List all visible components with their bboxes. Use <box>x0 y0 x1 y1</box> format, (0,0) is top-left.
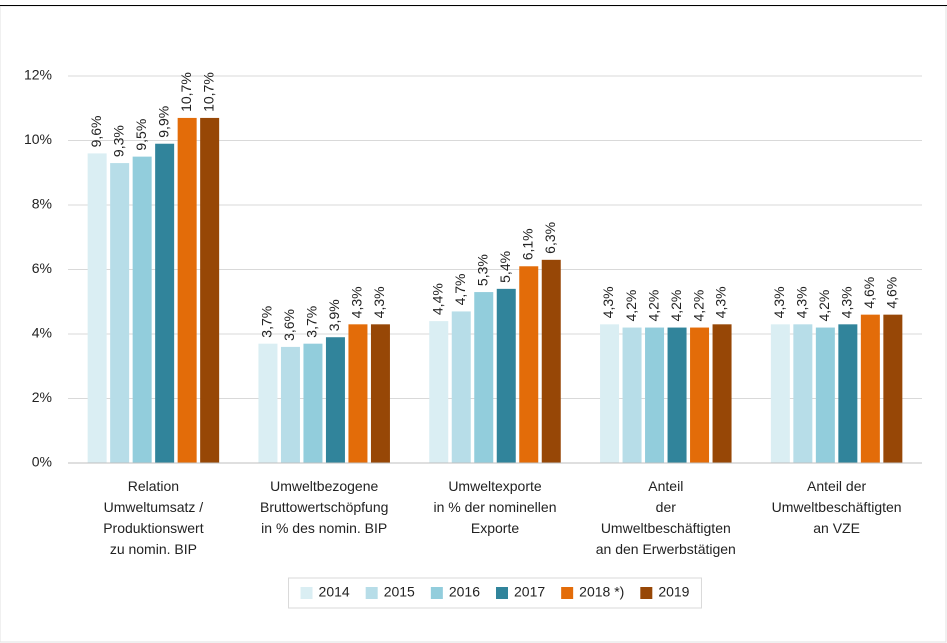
bar <box>87 153 107 463</box>
data-label: 3,6% <box>281 309 297 341</box>
data-label: 10,7% <box>200 72 216 112</box>
bar <box>348 324 368 463</box>
data-label: 4,3% <box>600 286 616 318</box>
data-label: 4,6% <box>884 277 900 309</box>
legend-label: 2014 <box>319 584 350 600</box>
legend-label: 2016 <box>449 584 480 600</box>
legend-label: 2015 <box>384 584 415 600</box>
bar <box>370 324 390 463</box>
data-label: 3,7% <box>259 306 275 338</box>
y-tick-label: 12% <box>24 67 52 83</box>
data-label: 4,3% <box>713 286 729 318</box>
data-label: 4,2% <box>623 290 639 322</box>
bar <box>474 292 494 463</box>
bar <box>600 324 620 463</box>
legend-label: 2018 *) <box>579 584 624 600</box>
bar <box>667 327 687 463</box>
x-tick-label: Anteil der Umweltbeschäftigten an VZE <box>772 478 902 536</box>
bar <box>838 324 858 463</box>
bar <box>496 288 516 463</box>
y-tick-label: 4% <box>32 325 52 341</box>
bar <box>177 117 197 464</box>
bar <box>200 117 220 464</box>
bar <box>883 314 903 463</box>
y-tick-label: 8% <box>32 196 52 212</box>
bar <box>258 343 278 463</box>
bar <box>622 327 642 463</box>
data-label: 9,5% <box>133 119 149 151</box>
data-label: 4,2% <box>668 290 684 322</box>
bar <box>519 266 539 463</box>
y-tick-label: 0% <box>32 454 52 470</box>
data-label: 4,2% <box>816 290 832 322</box>
bar <box>645 327 665 463</box>
data-label: 5,4% <box>497 251 513 283</box>
data-label: 4,3% <box>794 286 810 318</box>
data-label: 4,2% <box>645 290 661 322</box>
x-tick-label: Umweltbezogene Bruttowertschöpfung in % de… <box>260 478 388 536</box>
data-label: 3,9% <box>326 299 342 331</box>
legend-box <box>288 577 702 609</box>
data-label: 4,7% <box>452 274 468 306</box>
data-label: 10,7% <box>178 72 194 112</box>
data-label: 4,2% <box>690 290 706 322</box>
data-label: 6,3% <box>542 222 558 254</box>
data-label: 4,3% <box>349 286 365 318</box>
data-label: 9,9% <box>155 106 171 138</box>
bar <box>793 324 813 463</box>
bar <box>712 324 732 463</box>
bar <box>429 321 449 463</box>
x-tick-label: Anteil der Umweltbeschäftigten an den Erwer… <box>596 478 736 557</box>
data-label: 4,3% <box>371 286 387 318</box>
legend-swatch <box>496 587 508 599</box>
bar <box>132 156 152 463</box>
legend-swatch <box>365 587 378 599</box>
data-label: 9,6% <box>88 115 104 147</box>
legend-swatch <box>430 587 443 599</box>
y-tick-label: 6% <box>32 260 52 276</box>
legend-swatch <box>300 587 313 599</box>
bar <box>451 311 471 463</box>
data-label: 5,3% <box>474 254 490 286</box>
y-tick-label: 10% <box>24 131 52 147</box>
legend-swatch <box>640 587 653 599</box>
bar <box>690 327 710 463</box>
bar <box>303 343 323 463</box>
bar <box>110 163 130 463</box>
data-label: 4,6% <box>861 277 877 309</box>
legend-label: 2019 <box>658 584 689 600</box>
data-label: 4,4% <box>429 283 445 315</box>
data-label: 4,3% <box>839 286 855 318</box>
data-label: 9,3% <box>110 125 126 157</box>
legend-swatch <box>561 587 574 599</box>
data-label: 6,1% <box>519 228 535 260</box>
bar <box>815 327 835 463</box>
bar <box>155 143 175 463</box>
bar <box>770 324 790 463</box>
bar <box>860 314 880 463</box>
bar <box>280 346 300 463</box>
data-label: 4,3% <box>771 286 787 318</box>
x-tick-label: Umweltexporte in % der nominellen Exporte <box>434 478 557 536</box>
x-tick-label: Relation Umweltumsatz / Produktionswert zu … <box>103 478 203 557</box>
data-label: 3,7% <box>304 306 320 338</box>
legend-label: 2017 <box>514 584 545 600</box>
bar <box>325 337 345 463</box>
bar <box>541 259 561 463</box>
y-tick-label: 2% <box>32 389 52 405</box>
